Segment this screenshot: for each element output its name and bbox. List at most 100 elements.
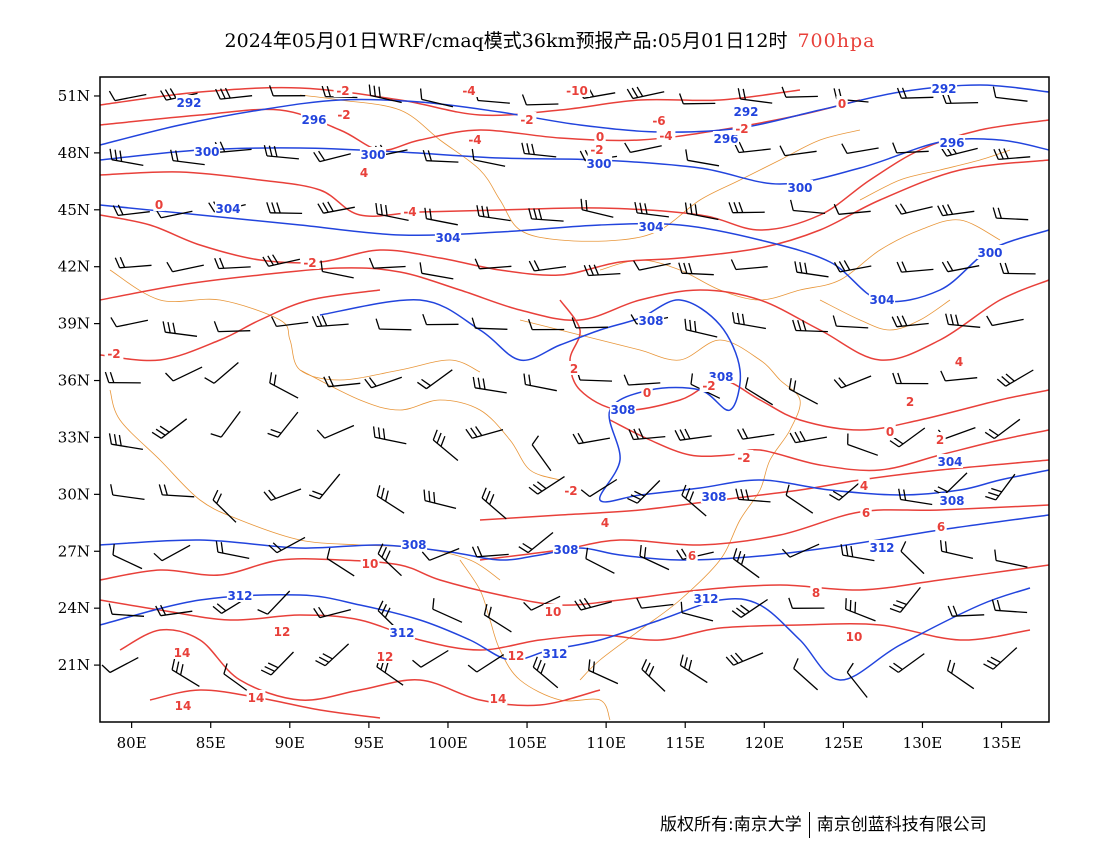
- wind-barb: [432, 598, 463, 623]
- contour-label-bg: [334, 107, 354, 121]
- wind-barb: [158, 484, 195, 498]
- wind-barb: [571, 317, 609, 329]
- wind-barb: [985, 473, 1016, 501]
- contour-label-bg: [300, 255, 320, 269]
- chart-title: 2024年05月01日WRF/cmaq模式36km预报产品:05月01日12时 7…: [0, 26, 1100, 53]
- contour-label: 304: [869, 293, 894, 307]
- wind-barb: [992, 86, 1028, 102]
- wind-barb: [323, 375, 361, 388]
- wind-barb: [788, 597, 825, 609]
- contour-label-bg: [656, 128, 676, 142]
- contour-label: 308: [610, 403, 635, 417]
- contour-label-bg: [637, 219, 665, 233]
- copyright-footer: 版权所有:南京大学 南京创蓝科技有限公司: [660, 810, 987, 838]
- wind-barb: [315, 643, 350, 667]
- wind-barb: [214, 257, 251, 270]
- wind-barb: [889, 653, 925, 673]
- wind-barb: [580, 478, 618, 498]
- wind-barb: [215, 87, 253, 100]
- contour-label-bg: [700, 489, 728, 503]
- contour-label-bg: [193, 144, 221, 158]
- contour-label-bg: [585, 156, 613, 170]
- boundary-line: [859, 149, 1011, 201]
- y-tick-label: 48N: [58, 144, 90, 162]
- contour-label: 4: [360, 166, 368, 180]
- contour-label: -2: [735, 122, 748, 136]
- contour-label-bg: [938, 493, 966, 507]
- contour-label: 304: [937, 455, 962, 469]
- temperature-contour: [99, 99, 861, 151]
- wind-barb: [895, 203, 933, 215]
- contour-label-bg: [686, 548, 698, 562]
- wind-barb: [794, 261, 829, 278]
- wind-barb: [204, 362, 239, 384]
- wind-barb: [108, 90, 147, 102]
- wind-barb: [627, 480, 661, 504]
- contour-label: 4: [601, 516, 609, 530]
- contour-label-bg: [153, 197, 165, 211]
- wind-barb: [892, 372, 929, 385]
- contour-label-bg: [300, 112, 328, 126]
- x-tick-label: 100E: [428, 734, 468, 752]
- contour-label: 308: [638, 314, 663, 328]
- wind-barb: [889, 427, 926, 448]
- contour-label-bg: [732, 121, 752, 135]
- contour-label: 304: [435, 231, 460, 245]
- contour-label: 12: [508, 649, 525, 663]
- wind-barb: [214, 141, 252, 153]
- contour-label-bg: [810, 585, 822, 599]
- temperature-contour: [99, 289, 381, 362]
- wind-barb: [680, 601, 714, 622]
- wind-barb: [215, 541, 250, 560]
- wind-barb: [523, 373, 557, 392]
- wind-barb: [789, 199, 826, 215]
- wind-barb: [940, 370, 978, 382]
- wind-barb: [521, 142, 557, 158]
- boundary-line: [299, 369, 561, 481]
- wind-barb: [368, 257, 406, 269]
- contour-label-bg: [868, 292, 896, 306]
- wind-barb: [527, 318, 565, 331]
- contour-label: 10: [846, 630, 863, 644]
- wind-barb: [744, 377, 774, 406]
- contour-label: 312: [869, 541, 894, 555]
- contour-label: 10: [362, 557, 379, 571]
- contour-label: 2: [570, 362, 578, 376]
- contour-label: 308: [401, 538, 426, 552]
- wind-barb: [684, 318, 718, 338]
- contour-label: 312: [389, 626, 414, 640]
- contour-label: 2: [906, 395, 914, 409]
- wind-barb: [580, 198, 614, 218]
- wind-barb: [781, 543, 820, 558]
- boundary-line: [519, 319, 801, 681]
- wind-barb: [628, 428, 666, 441]
- contour-label: 308: [553, 543, 578, 557]
- wind-barb: [266, 202, 303, 215]
- contour-label-bg: [568, 361, 580, 375]
- wind-barb: [422, 313, 459, 326]
- wind-barb: [108, 603, 145, 617]
- wind-barb: [465, 426, 504, 439]
- contour-label-bg: [953, 354, 965, 368]
- contour-label: 4: [955, 355, 963, 369]
- contour-label: 2: [936, 433, 944, 447]
- wind-barb: [528, 476, 565, 495]
- wind-barb: [634, 201, 669, 218]
- contour-label: -2: [303, 256, 316, 270]
- wind-barb: [101, 657, 139, 674]
- wind-barb: [984, 418, 1021, 440]
- wind-barb: [892, 142, 929, 154]
- wind-barb: [785, 484, 814, 514]
- wind-barb: [375, 318, 412, 331]
- wind-barb: [996, 369, 1034, 387]
- wind-barb: [792, 319, 828, 333]
- contour-label: -2: [337, 108, 350, 122]
- wind-barb: [986, 315, 1024, 327]
- contour-label-bg: [543, 604, 563, 618]
- x-tick-label: 120E: [745, 734, 785, 752]
- wind-barb: [681, 484, 707, 517]
- contour-label: -2: [737, 451, 750, 465]
- contour-label-bg: [860, 505, 872, 519]
- contour-label: 296: [939, 136, 964, 150]
